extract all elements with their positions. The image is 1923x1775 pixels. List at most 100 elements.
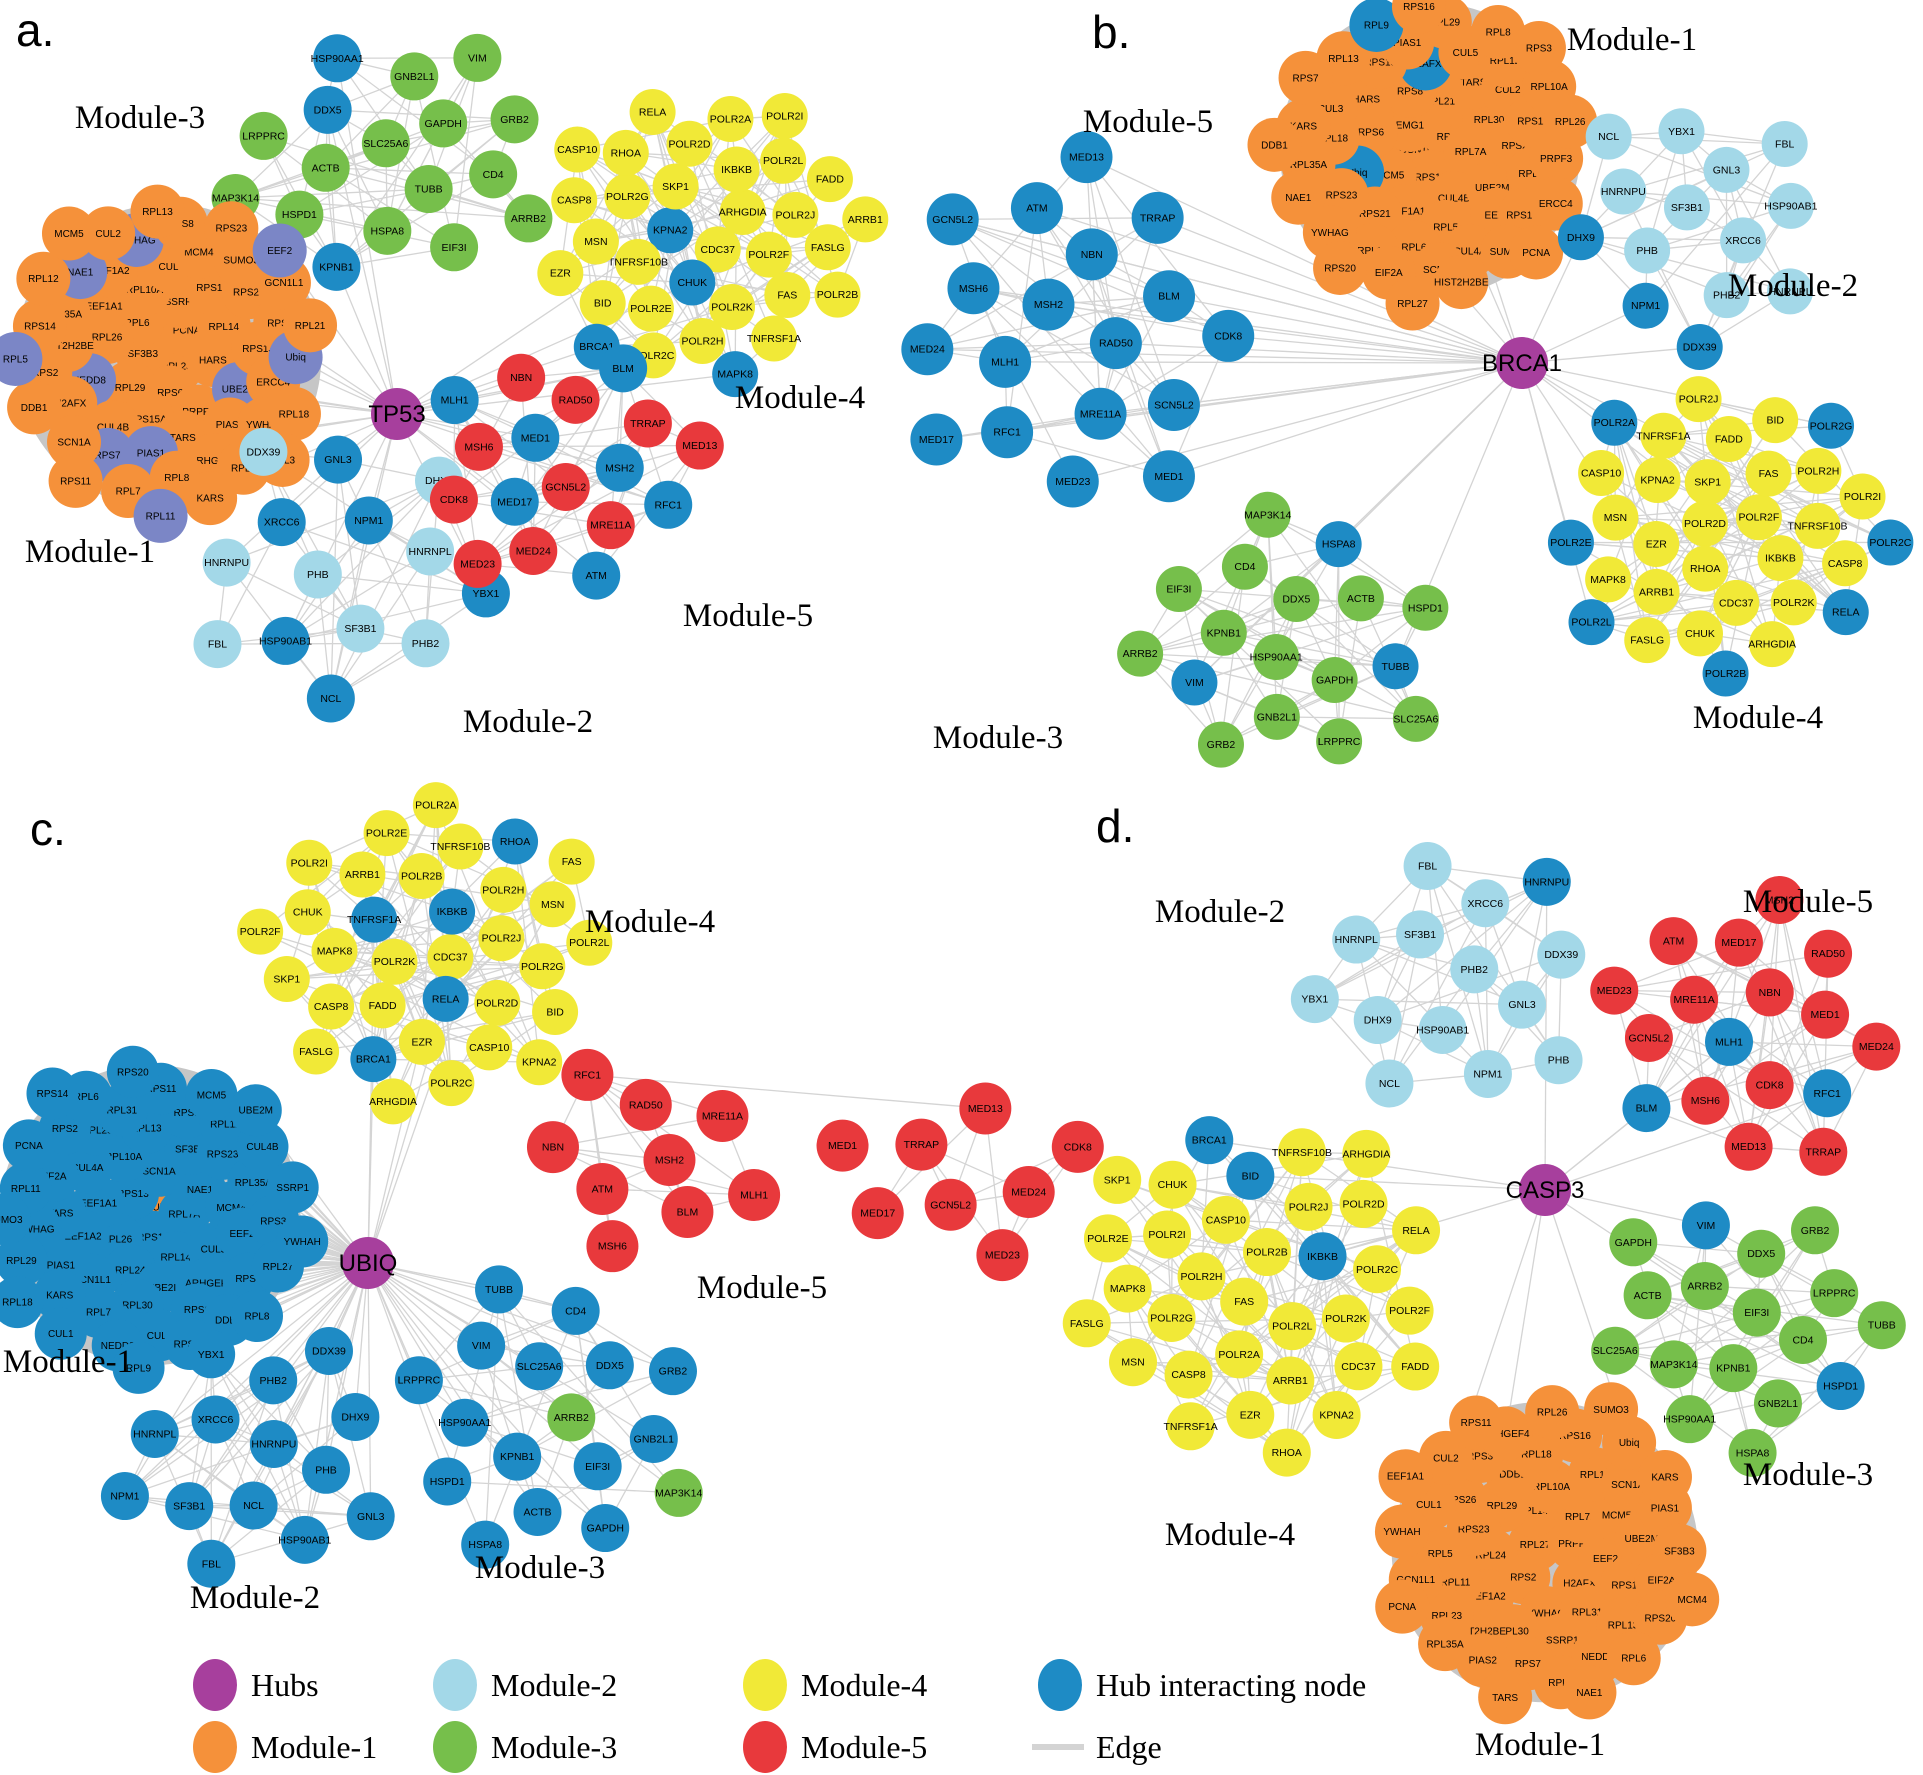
node-med23[interactable]: [1046, 455, 1099, 508]
node-xrcc6[interactable]: [1720, 217, 1767, 264]
node-polr2j[interactable]: [772, 191, 819, 238]
node-hspa8[interactable]: [1315, 521, 1362, 568]
node-med24[interactable]: [1002, 1166, 1055, 1219]
node-polr2f[interactable]: [1385, 1286, 1434, 1335]
node-polr2d[interactable]: [474, 979, 521, 1026]
node-phb2[interactable]: [1450, 945, 1499, 994]
node-med24[interactable]: [901, 323, 954, 376]
node-rad50[interactable]: [619, 1078, 672, 1131]
node-nbn[interactable]: [1065, 228, 1118, 281]
node-nbn[interactable]: [526, 1121, 579, 1174]
node-cdc37[interactable]: [1334, 1342, 1383, 1391]
node-polr2l[interactable]: [760, 137, 807, 184]
node-polr2b[interactable]: [1702, 650, 1749, 697]
node-cd4[interactable]: [1221, 543, 1268, 590]
node-rhoa[interactable]: [1262, 1428, 1311, 1477]
node-slc25a6[interactable]: [515, 1342, 564, 1391]
node-casp10[interactable]: [1578, 449, 1625, 496]
node-dhx9[interactable]: [1557, 214, 1604, 261]
node-kpna2[interactable]: [647, 207, 694, 254]
node-msh2[interactable]: [1022, 278, 1075, 331]
node-polr2f[interactable]: [745, 231, 792, 278]
node-sf3b1[interactable]: [1396, 910, 1445, 959]
node-pcna[interactable]: [1375, 1579, 1430, 1634]
node-tnfrsf10b[interactable]: [615, 238, 662, 285]
node-kpna2[interactable]: [1634, 457, 1681, 504]
node-msh6[interactable]: [586, 1220, 639, 1273]
node-rps11[interactable]: [48, 453, 103, 508]
node-polr2g[interactable]: [519, 943, 566, 990]
node-rps7[interactable]: [1278, 50, 1333, 105]
node-trrap[interactable]: [1131, 191, 1184, 244]
node-vim[interactable]: [1681, 1201, 1730, 1250]
node-ddx39[interactable]: [304, 1326, 353, 1375]
node-polr2d[interactable]: [1339, 1179, 1388, 1228]
node-mre11a[interactable]: [1670, 975, 1719, 1024]
node-rpl8[interactable]: [1471, 5, 1526, 60]
node-tnfrsf1a[interactable]: [751, 315, 798, 362]
node-tnfrsf10b[interactable]: [437, 823, 484, 870]
node-gapdh[interactable]: [1311, 657, 1358, 704]
node-mlh1[interactable]: [1705, 1017, 1754, 1066]
node-map3k14[interactable]: [1649, 1340, 1698, 1389]
node-mcm5[interactable]: [185, 1069, 238, 1122]
node-ikbkb[interactable]: [713, 146, 760, 193]
node-rad50[interactable]: [1804, 929, 1853, 978]
node-hspd1[interactable]: [423, 1457, 472, 1506]
node-arrb1[interactable]: [1266, 1356, 1315, 1405]
node-rfc1[interactable]: [1803, 1069, 1852, 1118]
node-rpl11[interactable]: [133, 488, 188, 543]
node-rpl26[interactable]: [1525, 1385, 1580, 1440]
node-brca1[interactable]: [1185, 1116, 1234, 1165]
node-cdk8[interactable]: [1202, 309, 1255, 362]
node-vim[interactable]: [1171, 659, 1218, 706]
node-fas[interactable]: [1745, 450, 1792, 497]
node-polr2c[interactable]: [1353, 1245, 1402, 1294]
node-gnb2l1[interactable]: [390, 52, 439, 101]
node-fadd[interactable]: [1705, 415, 1752, 462]
node-polr2k[interactable]: [1321, 1294, 1370, 1343]
node-rps16[interactable]: [1391, 0, 1446, 34]
node-polr2h[interactable]: [1795, 447, 1842, 494]
node-skp1[interactable]: [652, 163, 699, 210]
node-polr2e[interactable]: [363, 810, 410, 857]
node-hsp90ab1[interactable]: [261, 616, 310, 665]
node-rps14[interactable]: [26, 1067, 79, 1120]
node-med1[interactable]: [1142, 450, 1195, 503]
node-mapk8[interactable]: [712, 351, 759, 398]
node-atm[interactable]: [1649, 917, 1698, 966]
node-polr2e[interactable]: [627, 285, 674, 332]
node-gcn5l2[interactable]: [541, 462, 590, 511]
node-hnrnpl[interactable]: [130, 1409, 179, 1458]
node-hspd1[interactable]: [1816, 1362, 1865, 1411]
node-gapdh[interactable]: [581, 1504, 630, 1553]
node-xrcc6[interactable]: [257, 498, 306, 547]
node-chuk[interactable]: [1148, 1160, 1197, 1209]
node-rela[interactable]: [629, 89, 676, 136]
node-phb[interactable]: [1624, 227, 1671, 274]
node-ssrp1[interactable]: [266, 1161, 319, 1214]
node-hnrnpu[interactable]: [1522, 857, 1571, 906]
node-atm[interactable]: [572, 551, 621, 600]
node-fadd[interactable]: [1391, 1342, 1440, 1391]
node-ncl[interactable]: [1365, 1059, 1414, 1108]
node-kars[interactable]: [33, 1269, 86, 1322]
node-med24[interactable]: [1852, 1022, 1901, 1071]
node-gnb2l1[interactable]: [629, 1414, 678, 1463]
node-med24[interactable]: [509, 526, 558, 575]
node-med13[interactable]: [1724, 1122, 1773, 1171]
node-actb[interactable]: [301, 143, 350, 192]
node-gapdh[interactable]: [1609, 1218, 1658, 1267]
node-hsp90aa1[interactable]: [440, 1398, 489, 1447]
node-hspa8[interactable]: [461, 1520, 510, 1569]
node-phb[interactable]: [1534, 1036, 1583, 1085]
node-atm[interactable]: [576, 1162, 629, 1215]
node-polr2j[interactable]: [1284, 1182, 1333, 1231]
node-hnrnpu[interactable]: [1600, 168, 1647, 215]
node-hsp90aa1[interactable]: [1665, 1395, 1714, 1444]
node-med1[interactable]: [1801, 990, 1850, 1039]
node-actb[interactable]: [1623, 1271, 1672, 1320]
node-ybx1[interactable]: [1658, 108, 1705, 155]
node-grb2[interactable]: [1197, 721, 1244, 768]
node-polr2l[interactable]: [1268, 1302, 1317, 1351]
